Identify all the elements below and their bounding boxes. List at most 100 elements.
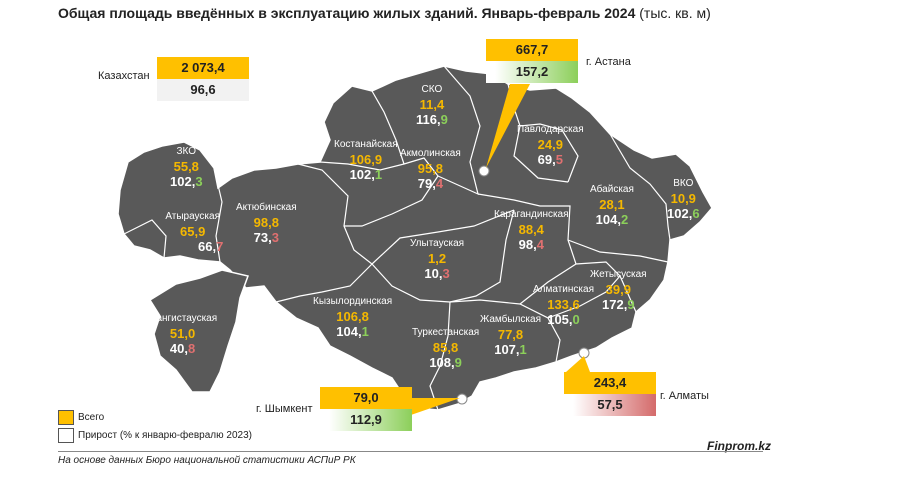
region-kostanay: Костанайская 106,9 102,1 bbox=[334, 139, 398, 182]
shymkent-growth: 112,9 bbox=[320, 409, 412, 431]
region-almaty: Алматинская 133,6 105,0 bbox=[533, 284, 594, 327]
region-total: 10,9 bbox=[670, 191, 696, 206]
region-growth: 79,4 bbox=[417, 176, 444, 191]
almaty-box: 243,4 57,5 bbox=[564, 372, 656, 416]
region-pavlodar: Павлодарская 24,9 69,5 bbox=[517, 124, 584, 167]
region-name: Жамбылская bbox=[480, 314, 541, 325]
legend-swatch-total bbox=[58, 410, 74, 425]
region-name: ВКО bbox=[673, 178, 694, 189]
region-total: 11,4 bbox=[419, 97, 445, 112]
almaty-total: 243,4 bbox=[564, 372, 656, 394]
region-zhambyl: Жамбылская 77,8 107,1 bbox=[480, 314, 541, 357]
region-name: Алматинская bbox=[533, 284, 594, 295]
kazakhstan-growth: 96,6 bbox=[157, 79, 249, 101]
astana-callout-pointer bbox=[486, 84, 530, 168]
region-name: Акмолинская bbox=[400, 148, 461, 159]
region-total: 1,2 bbox=[428, 251, 447, 266]
shymkent-label: г. Шымкент bbox=[256, 403, 313, 415]
title-text: Общая площадь введённых в эксплуатацию ж… bbox=[58, 5, 636, 21]
legend-label-total: Всего bbox=[78, 412, 105, 424]
region-growth: 108,9 bbox=[429, 355, 462, 370]
region-shape-mangystau bbox=[148, 269, 249, 393]
page-title: Общая площадь введённых в эксплуатацию ж… bbox=[58, 5, 711, 21]
astana-growth: 157,2 bbox=[486, 61, 578, 83]
region-growth: 104,1 bbox=[336, 324, 369, 339]
shymkent-total: 79,0 bbox=[320, 387, 412, 409]
footer-divider bbox=[58, 451, 763, 452]
region-atyrau: Атырауская 65,9 66,7 bbox=[162, 211, 223, 254]
region-vko: ВКО 10,9 102,6 bbox=[667, 178, 700, 221]
region-aktobe: Актюбинская 98,8 73,3 bbox=[236, 202, 297, 245]
region-akmola: Акмолинская 95,8 79,4 bbox=[400, 148, 461, 191]
region-total: 65,9 bbox=[180, 224, 206, 239]
region-total: 85,8 bbox=[432, 340, 459, 355]
region-growth: 102,6 bbox=[667, 206, 700, 221]
region-growth: 105,0 bbox=[547, 312, 580, 327]
shymkent-callout-pointer bbox=[408, 398, 460, 416]
region-total: 106,8 bbox=[336, 309, 369, 324]
legend-total: Всего bbox=[58, 410, 104, 425]
region-name: Павлодарская bbox=[517, 124, 584, 135]
astana-box: 667,7 157,2 bbox=[486, 39, 578, 83]
almaty-label: г. Алматы bbox=[660, 390, 709, 402]
region-zhetysu: Жетысуская 39,9 172,9 bbox=[590, 269, 647, 312]
region-name: Актюбинская bbox=[236, 202, 297, 213]
region-name: Костанайская bbox=[334, 139, 398, 150]
region-total: 28,1 bbox=[599, 197, 625, 212]
legend-label-growth: Прирост (% к январю-февралю 2023) bbox=[78, 430, 252, 442]
region-name: Туркестанская bbox=[412, 327, 480, 338]
region-abay: Абайская 28,1 104,2 bbox=[590, 184, 634, 227]
region-growth: 172,9 bbox=[602, 297, 635, 312]
region-shape-main bbox=[117, 65, 713, 411]
country-shape bbox=[117, 65, 713, 416]
source-note: На основе данных Бюро национальной стати… bbox=[58, 455, 356, 466]
region-total: 88,4 bbox=[518, 222, 544, 237]
region-name: Атырауская bbox=[165, 211, 220, 222]
region-growth: 98,4 bbox=[518, 237, 544, 252]
almaty-growth: 57,5 bbox=[564, 394, 656, 416]
kazakhstan-box: 2 073,4 96,6 bbox=[157, 57, 249, 101]
region-name: Улытауская bbox=[410, 238, 465, 249]
region-zko: ЗКО 55,8 102,3 bbox=[170, 146, 203, 189]
region-total: 77,8 bbox=[497, 327, 524, 342]
region-growth: 10,3 bbox=[424, 266, 450, 281]
region-growth: 40,8 bbox=[169, 341, 196, 356]
astana-marker bbox=[478, 165, 490, 177]
region-total: 106,9 bbox=[349, 152, 383, 167]
brand-logo-text: Finprom.kz bbox=[707, 439, 772, 453]
title-unit: (тыс. кв. м) bbox=[639, 5, 711, 21]
region-name: Карагандинская bbox=[494, 209, 569, 220]
astana-label: г. Астана bbox=[586, 56, 631, 68]
region-sko: СКО 11,4 116,9 bbox=[416, 84, 448, 127]
legend-swatch-growth bbox=[58, 428, 74, 443]
region-name: Жетысуская bbox=[590, 269, 647, 280]
region-growth: 116,9 bbox=[416, 112, 448, 127]
region-name: ЗКО bbox=[176, 146, 197, 157]
region-name: Кызылординская bbox=[313, 296, 393, 307]
region-growth: 66,7 bbox=[198, 239, 224, 254]
astana-total: 667,7 bbox=[486, 39, 578, 61]
region-name: Мангистауская bbox=[148, 313, 218, 324]
legend-growth: Прирост (% к январю-февралю 2023) bbox=[58, 428, 252, 443]
region-growth: 102,3 bbox=[170, 174, 203, 189]
region-karaganda: Карагандинская 88,4 98,4 bbox=[494, 209, 569, 252]
region-name: СКО bbox=[421, 84, 443, 95]
region-turkestan: Туркестанская 85,8 108,9 bbox=[412, 327, 479, 370]
region-growth: 102,1 bbox=[349, 167, 383, 182]
shymkent-box: 79,0 112,9 bbox=[320, 387, 412, 431]
region-growth: 69,5 bbox=[537, 152, 563, 167]
region-growth: 73,3 bbox=[253, 230, 279, 245]
region-total: 51,0 bbox=[169, 326, 196, 341]
shymkent-marker bbox=[456, 393, 468, 405]
region-mangystau: Мангистауская 51,0 40,8 bbox=[148, 313, 217, 356]
region-name: Абайская bbox=[590, 184, 634, 195]
region-total: 98,8 bbox=[253, 215, 279, 230]
region-ulytau: Улытауская 1,2 10,3 bbox=[410, 238, 464, 281]
region-total: 95,8 bbox=[417, 161, 444, 176]
kazakhstan-total: 2 073,4 bbox=[157, 57, 249, 79]
region-total: 24,9 bbox=[537, 137, 563, 152]
region-total: 55,8 bbox=[173, 159, 199, 174]
region-total: 133,6 bbox=[547, 297, 580, 312]
region-growth: 104,2 bbox=[595, 212, 629, 227]
